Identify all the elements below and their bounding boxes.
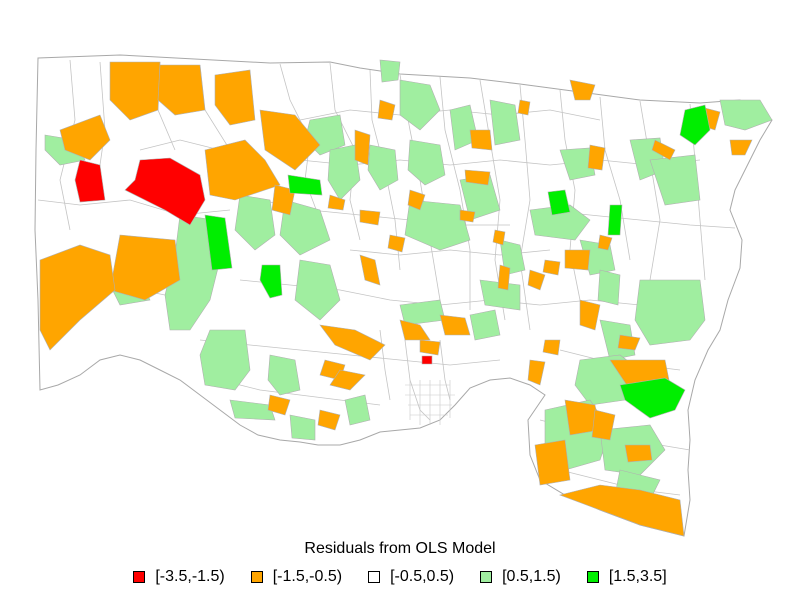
legend-items: [-3.5,-1.5) [-1.5,-0.5) [-0.5,0.5) [0.5,1.5… bbox=[0, 568, 800, 586]
legend-item-0: [-3.5,-1.5) bbox=[133, 568, 225, 586]
legend-title: Residuals from OLS Model bbox=[304, 540, 496, 557]
legend: Residuals from OLS Model [-3.5,-1.5) [-1.… bbox=[0, 538, 800, 598]
legend-label-1: [-1.5,-0.5) bbox=[272, 568, 343, 585]
city-centre-tracts bbox=[405, 380, 455, 425]
tracts-bin-1-5-3-5 bbox=[204, 104, 711, 419]
legend-label-4: [1.5,3.5] bbox=[608, 568, 667, 585]
legend-swatch-1 bbox=[250, 571, 263, 583]
legend-item-2: [-0.5,0.5) bbox=[368, 568, 454, 586]
legend-label-0: [-3.5,-1.5) bbox=[155, 568, 225, 585]
legend-label-2: [-0.5,0.5) bbox=[390, 568, 455, 585]
tracts-bin-0-5-1-5 bbox=[44, 59, 773, 501]
legend-swatch-0 bbox=[133, 571, 146, 583]
legend-item-4: [1.5,3.5] bbox=[586, 568, 667, 586]
legend-label-3: [0.5,1.5) bbox=[502, 568, 561, 585]
map-svg bbox=[34, 54, 773, 537]
legend-swatch-3 bbox=[480, 571, 493, 583]
legend-swatch-4 bbox=[586, 571, 599, 583]
legend-item-3: [0.5,1.5) bbox=[480, 568, 561, 586]
legend-swatch-2 bbox=[368, 571, 381, 583]
tracts-bin-neg3-5-neg1-5 bbox=[74, 157, 433, 365]
tracts-bin-neg1-5-neg0-5 bbox=[39, 61, 753, 537]
choropleth-map bbox=[34, 54, 773, 537]
legend-item-1: [-1.5,-0.5) bbox=[250, 568, 343, 586]
